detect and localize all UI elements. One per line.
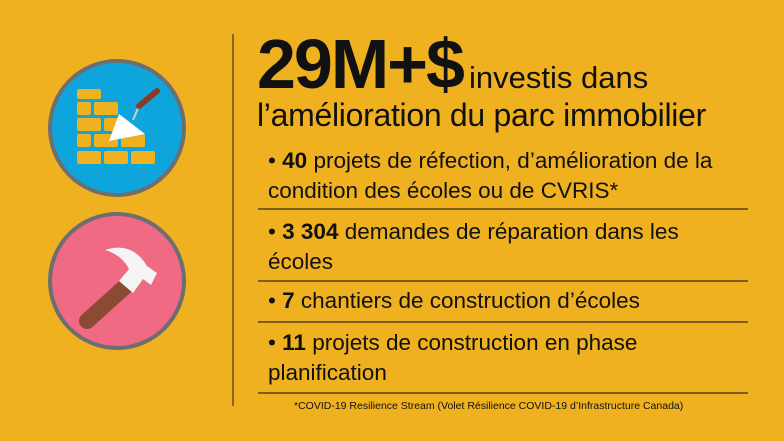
divider xyxy=(258,208,748,210)
list-item: • 40 projets de réfection, d’amélioratio… xyxy=(268,148,713,203)
brick-wall-trowel-icon xyxy=(48,59,186,197)
vertical-divider xyxy=(232,34,234,406)
headline-subtitle: l’amélioration du parc immobilier xyxy=(257,97,706,133)
headline-tail: investis dans xyxy=(468,60,649,95)
divider xyxy=(258,280,748,282)
list-item: • 7 chantiers de construction d’écoles xyxy=(268,288,640,313)
divider xyxy=(258,392,748,394)
headline-amount: 29M+$ xyxy=(257,25,465,103)
footnote: *COVID-19 Resilience Stream (Volet Résil… xyxy=(294,400,684,412)
list-item: • 11 projets de construction en phase pl… xyxy=(268,330,638,385)
list-item: • 3 304 demandes de réparation dans les … xyxy=(268,219,679,274)
hammer-icon xyxy=(48,212,186,350)
divider xyxy=(258,321,748,323)
headline: 29M+$ investis dans xyxy=(257,24,648,104)
